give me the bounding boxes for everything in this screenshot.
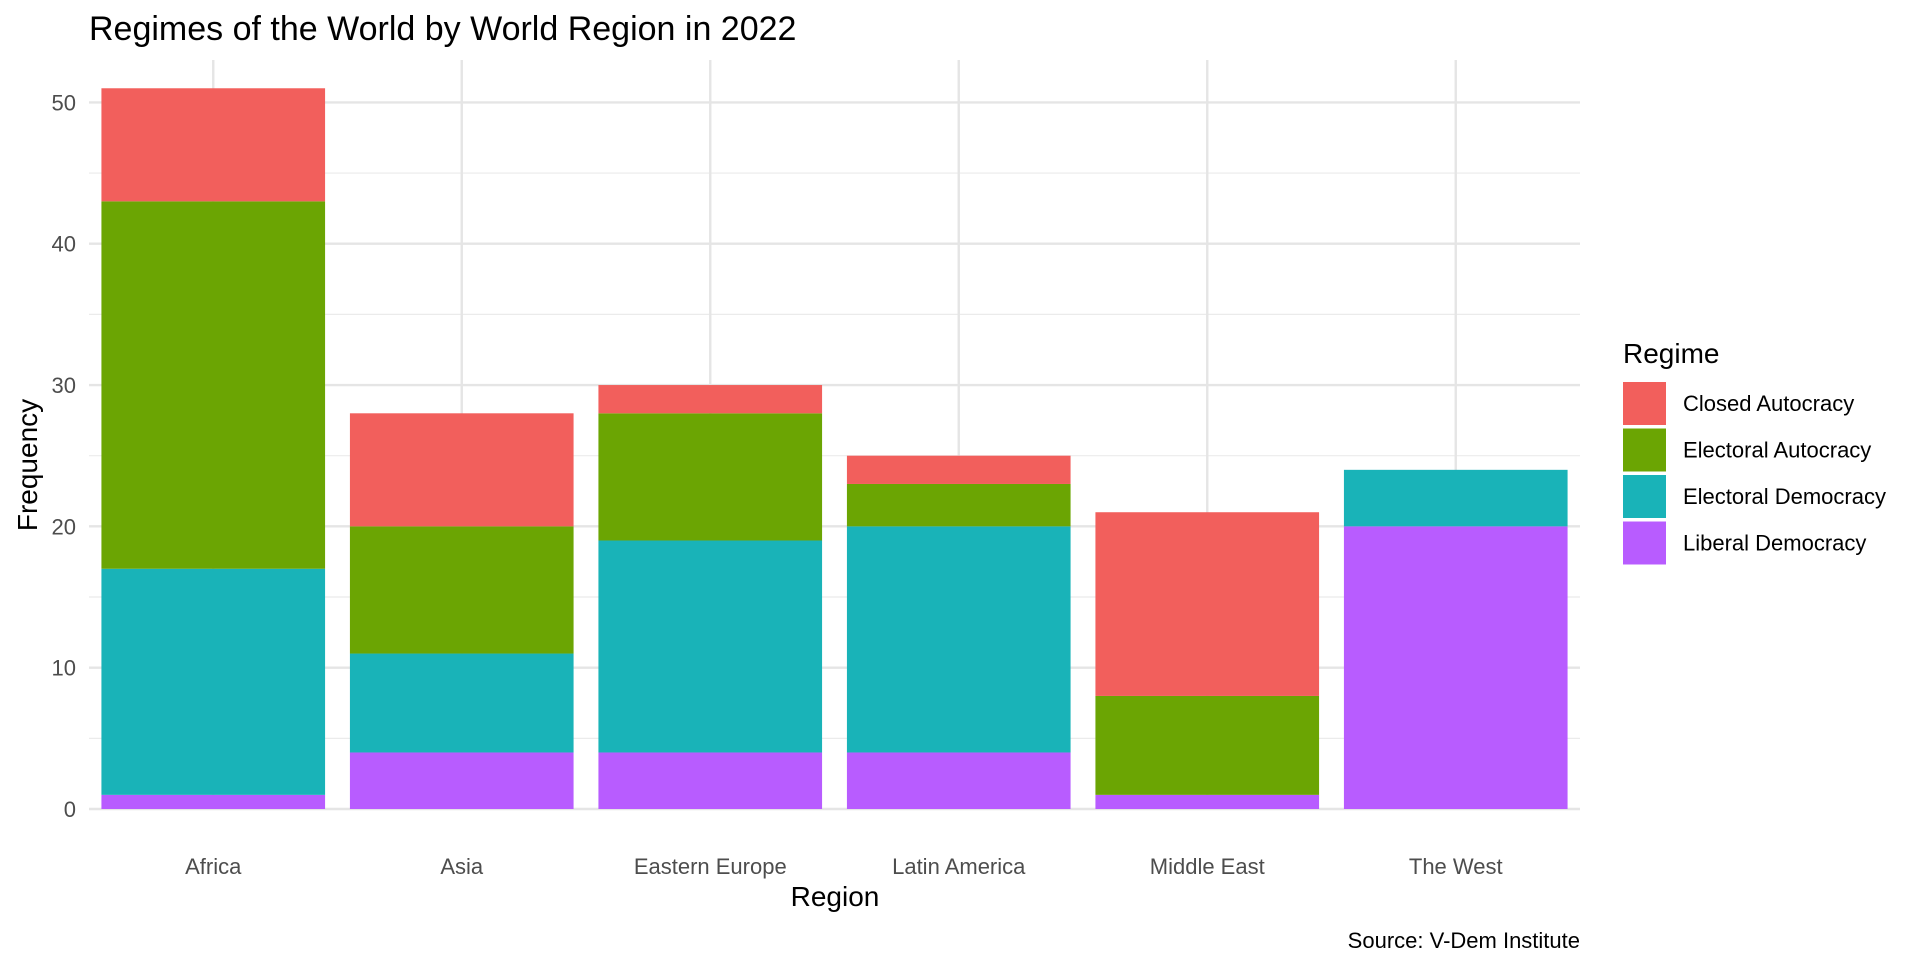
legend-title: Regime <box>1623 338 1719 369</box>
y-tick-label: 10 <box>52 656 76 681</box>
x-tick-label: Middle East <box>1150 854 1265 879</box>
y-axis-title: Frequency <box>12 399 43 531</box>
x-tick-label: Africa <box>185 854 242 879</box>
bar-segment-electoral-autocracy <box>598 413 823 541</box>
bar-segment-closed-autocracy <box>598 385 823 414</box>
legend-key <box>1623 475 1666 518</box>
x-tick-label: Eastern Europe <box>634 854 787 879</box>
bar-segment-closed-autocracy <box>101 88 326 202</box>
bars-layer <box>101 88 1568 809</box>
bar-segment-closed-autocracy <box>349 413 574 527</box>
bar-segment-electoral-democracy <box>846 526 1071 753</box>
bar-segment-electoral-autocracy <box>101 201 326 569</box>
bar-segment-electoral-democracy <box>1343 469 1568 527</box>
chart-title: Regimes of the World by World Region in … <box>89 10 796 48</box>
bar-segment-electoral-autocracy <box>1095 695 1320 795</box>
y-tick-label: 0 <box>64 797 76 822</box>
bar-segment-liberal-democracy <box>846 752 1071 809</box>
bar-segment-electoral-democracy <box>349 653 574 753</box>
bar-segment-electoral-democracy <box>598 540 823 753</box>
x-axis-title: Region <box>791 881 880 912</box>
legend-key <box>1623 428 1666 472</box>
x-tick-label: Asia <box>440 854 484 879</box>
bar-segment-liberal-democracy <box>1343 526 1568 809</box>
legend-key <box>1623 521 1666 565</box>
bar-segment-electoral-autocracy <box>846 483 1071 527</box>
bar-segment-liberal-democracy <box>1095 794 1320 809</box>
bar-segment-electoral-autocracy <box>349 526 574 654</box>
legend-label: Electoral Democracy <box>1683 484 1886 509</box>
bar-segment-liberal-democracy <box>598 752 823 809</box>
bar-segment-liberal-democracy <box>349 752 574 809</box>
bar-segment-electoral-democracy <box>101 568 326 795</box>
x-tick-label: Latin America <box>892 854 1026 879</box>
x-tick-label: The West <box>1409 854 1503 879</box>
bar-segment-closed-autocracy <box>846 455 1071 484</box>
y-tick-label: 30 <box>52 373 76 398</box>
legend: Regime Closed Autocracy Electoral Autocrac… <box>1623 338 1886 565</box>
axes-layer: 0 10 20 30 40 50 Africa Asia Eastern Europe Latin… <box>52 90 1503 879</box>
legend-label: Closed Autocracy <box>1683 391 1854 416</box>
legend-label: Electoral Autocracy <box>1683 438 1871 463</box>
legend-key <box>1623 382 1666 425</box>
bar-segment-closed-autocracy <box>1095 512 1320 696</box>
y-tick-label: 40 <box>52 232 76 257</box>
legend-label: Liberal Democracy <box>1683 531 1866 556</box>
bar-segment-liberal-democracy <box>101 794 326 809</box>
source-caption: Source: V-Dem Institute <box>1348 928 1580 953</box>
y-tick-label: 50 <box>52 90 76 115</box>
y-tick-label: 20 <box>52 514 76 539</box>
